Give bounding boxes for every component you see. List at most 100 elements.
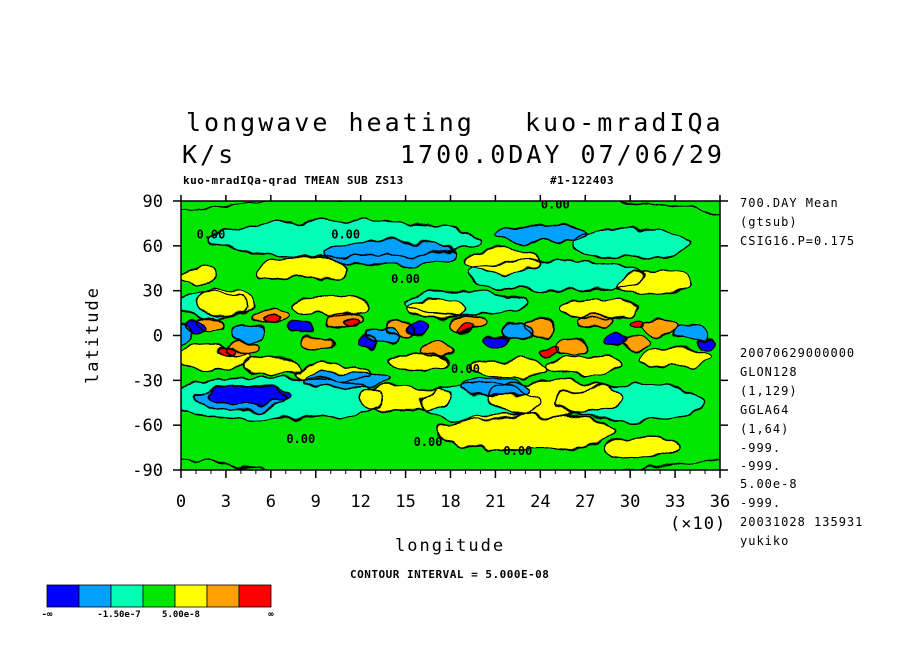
heatmap-region-26 (472, 359, 548, 378)
heatmap-field: 0.00 0.00 0.00 0.00 0.00 0.00 0.00 0.00 (181, 201, 720, 470)
contour-line-18 (195, 289, 257, 316)
chart-timestamp: 1700.0DAY 07/06/29 (400, 140, 725, 169)
contour-line-62 (367, 327, 399, 344)
contour-line-45 (538, 345, 558, 356)
side-info-10: -999. (740, 459, 782, 473)
x-tick-label-2: 6 (266, 492, 276, 512)
x-tick-label-12: 36 (710, 492, 730, 512)
contour-line-14 (359, 385, 452, 412)
heatmap-region-14 (360, 386, 451, 411)
heatmap-region-50 (288, 322, 313, 335)
y-tick-label-5: -60 (132, 416, 163, 436)
heatmap-region-25 (390, 353, 451, 372)
side-info-3: CSIG16.P=0.175 (740, 234, 856, 248)
heatmap-region-10 (181, 266, 217, 285)
heatmap-region-28 (637, 348, 713, 367)
contour-line-6 (554, 384, 706, 422)
side-info-12: -999. (740, 496, 782, 510)
chart-title-right: kuo-mradIQa (525, 108, 724, 137)
contour-line-64 (674, 324, 706, 341)
contour-line-25 (389, 352, 452, 373)
x-tick-label-1: 3 (221, 492, 231, 512)
contour-labels: 0.00 0.00 0.00 0.00 0.00 0.00 0.00 0.00 (196, 201, 569, 458)
heatmap-region-61 (233, 325, 264, 340)
contour-line-52 (407, 321, 434, 335)
side-info-13: 20031028 135931 (740, 515, 864, 529)
x-tick-label-10: 30 (620, 492, 640, 512)
contour-label-2: 0.00 (331, 227, 360, 241)
heatmap-region-53 (483, 334, 508, 346)
contour-line-42 (261, 315, 281, 326)
x-tick-label-4: 12 (350, 492, 370, 512)
x-tick-label-0: 0 (176, 492, 186, 512)
side-info-4: 20070629000000 (740, 346, 856, 360)
x-axis-multiplier: (×10) (670, 514, 727, 534)
contour-line-22 (181, 345, 250, 371)
contour-line-21 (561, 298, 639, 319)
x-tick-label-7: 21 (485, 492, 505, 512)
contour-line-20 (404, 298, 467, 319)
heatmap-regions (181, 201, 720, 470)
y-axis: 90 60 30 0 -30 -60 -90 (132, 192, 728, 481)
contour-line-40 (551, 339, 590, 356)
y-axis-label: latitude (82, 286, 103, 384)
heatmap-region-21 (562, 299, 638, 318)
contour-line-48 (205, 385, 292, 406)
heatmap-region-60 (181, 326, 193, 345)
contour-line-53 (482, 333, 509, 347)
colorbar-swatch-5 (206, 584, 240, 608)
side-info-2: (gtsub) (740, 215, 798, 229)
contour-line-8 (404, 289, 527, 316)
colorbar-label-0: -∞ (42, 610, 53, 620)
contour-lines (181, 201, 720, 470)
side-info-6: (1,129) (740, 384, 798, 398)
heatmap-region-27 (547, 356, 623, 375)
heatmap-region-16 (607, 438, 683, 457)
heatmap-region-54 (604, 334, 626, 346)
contour-label-5: 0.00 (286, 432, 315, 446)
heatmap-region-15 (435, 414, 616, 451)
file-id: #1-122403 (550, 174, 615, 187)
heatmap-region-41 (622, 336, 653, 349)
heatmap-region-11 (255, 256, 346, 281)
contour-line-61 (232, 324, 265, 341)
contour-line-38 (299, 334, 332, 352)
contour-line-63 (502, 324, 534, 341)
contour-line-16 (606, 437, 684, 458)
contour-line-35 (573, 312, 612, 329)
contour-label-7: 0.00 (503, 444, 532, 458)
side-info-5: GLON128 (740, 365, 798, 379)
colorbar-label-2: 5.00e-8 (162, 610, 200, 620)
contour-line-17 (487, 379, 624, 418)
contour-line-50 (287, 321, 314, 335)
y-tick-label-2: 30 (143, 282, 163, 302)
heatmap-region-18 (195, 290, 256, 315)
contour-line-12 (464, 248, 542, 274)
y-tick-label-1: 60 (143, 237, 163, 257)
x-axis-label: longitude (395, 536, 506, 556)
contour-line-31 (326, 312, 365, 329)
contour-line-54 (603, 333, 627, 347)
contour-line-10 (181, 265, 218, 286)
contour-line-13 (614, 270, 691, 296)
contour-line-7 (181, 292, 250, 319)
contour-line-5 (419, 384, 542, 422)
side-info-1: 700.DAY Mean (740, 196, 839, 210)
heatmap-region-2 (570, 227, 691, 258)
contour-line-33 (446, 315, 485, 332)
contour-line-26 (472, 358, 549, 379)
y-tick-label-3: 0 (153, 327, 163, 347)
colorbar-label-1: -1.50e-7 (97, 610, 140, 620)
contour-line-11 (255, 255, 347, 282)
chart-title-left: longwave heating (186, 108, 475, 137)
contour-label-1: 0.00 (196, 227, 225, 241)
side-info-7: GGLA64 (740, 403, 790, 417)
colorbar-swatch-0 (46, 584, 80, 608)
heatmap-region-52 (408, 322, 433, 335)
x-tick-label-9: 27 (575, 492, 595, 512)
heatmap-region-38 (300, 335, 331, 351)
colorbar-label-3: ∞ (268, 610, 274, 620)
heatmap-region-42 (261, 316, 280, 326)
y-tick-label-6: -90 (132, 461, 163, 481)
